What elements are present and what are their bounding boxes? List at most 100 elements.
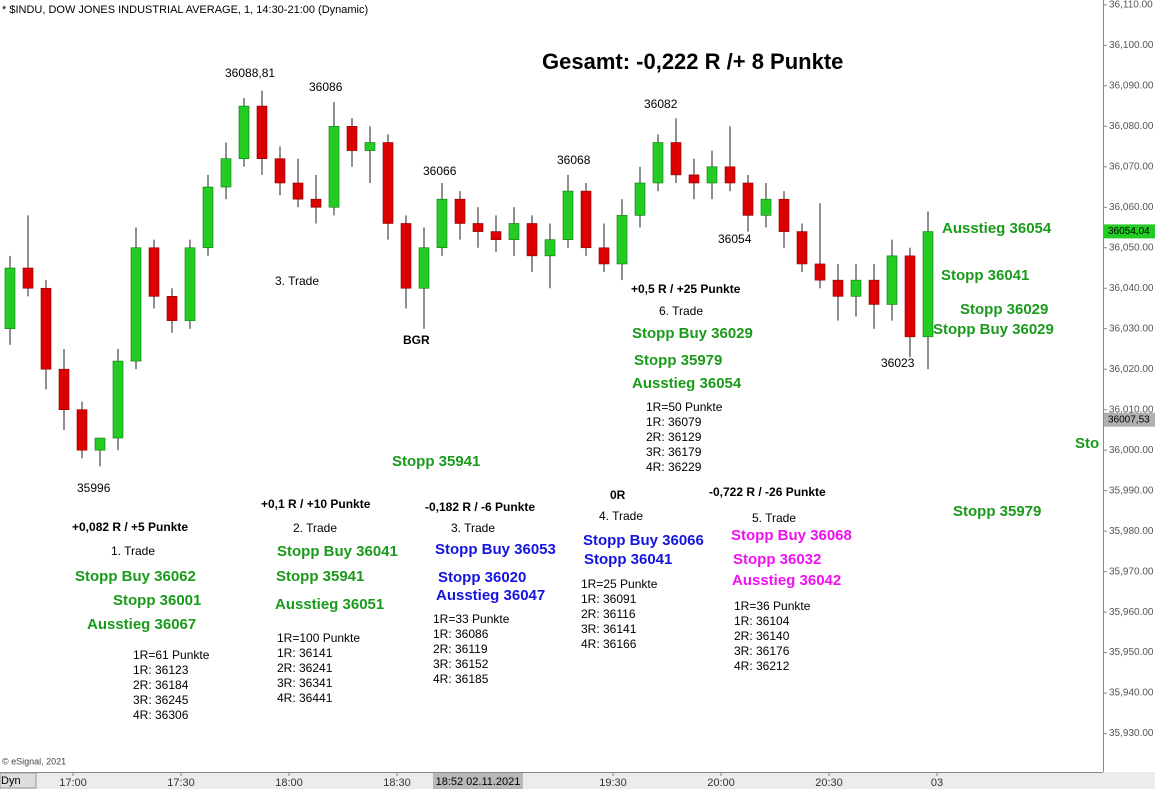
candle-body [742, 182, 754, 216]
candle-body [490, 231, 502, 240]
annotation: Stopp Buy 36066 [583, 532, 704, 549]
y-tick-label: 36,110.00 [1109, 0, 1153, 10]
y-tick-label: 35,990.00 [1109, 485, 1154, 496]
annotation: Ausstieg 36051 [275, 596, 384, 613]
annotation: 4R: 36166 [581, 637, 637, 651]
annotation: Stopp Buy 36053 [435, 541, 556, 558]
annotation: 3R: 36179 [646, 445, 702, 459]
candle-body [850, 279, 862, 297]
y-tick-label: 36,080.00 [1109, 121, 1154, 132]
candle-body [904, 255, 916, 338]
candle-body [814, 263, 826, 281]
candle-body [346, 126, 358, 151]
candle-body [688, 174, 700, 184]
time-axis [0, 772, 1155, 789]
candle-body [472, 223, 484, 232]
candle-body [184, 247, 196, 321]
annotation: 1R: 36104 [734, 614, 790, 628]
annotation: Stopp 35941 [276, 568, 364, 585]
y-tick-label: 36,020.00 [1109, 364, 1154, 375]
annotation: Stopp 36020 [438, 569, 526, 586]
candle-body [328, 126, 340, 208]
candle-body [256, 105, 268, 159]
annotation: Stopp 35941 [392, 453, 480, 470]
candle-body [706, 166, 718, 184]
annotation: Stopp Buy 36029 [933, 321, 1054, 338]
price-marker [1104, 412, 1155, 427]
candle-body [418, 247, 430, 289]
candle-body [4, 267, 16, 330]
candle-body [832, 279, 844, 297]
annotation: 36082 [644, 97, 678, 111]
y-tick-label: 36,090.00 [1109, 80, 1154, 91]
annotation: 5. Trade [752, 511, 796, 525]
candle-body [724, 166, 736, 184]
x-tick-label: 17:00 [59, 777, 87, 789]
annotation: 1R: 36086 [433, 627, 489, 641]
annotation: 1R: 36091 [581, 592, 637, 606]
annotation: Stopp 36029 [960, 301, 1048, 318]
candles [4, 90, 934, 467]
annotation: Ausstieg 36054 [632, 375, 742, 392]
annotation: 1R=33 Punkte [433, 612, 510, 626]
annotation: 4R: 36212 [734, 659, 790, 673]
candle-body [292, 182, 304, 200]
y-tick-label: 36,100.00 [1109, 40, 1154, 51]
price-marker-label: 36007,53 [1108, 414, 1150, 425]
annotation: +0,5 R / +25 Punkte [631, 282, 741, 296]
candle-body [580, 190, 592, 249]
annotation: Gesamt: -0,222 R /+ 8 Punkte [542, 49, 843, 74]
candle-body [364, 142, 376, 151]
candle-body [202, 186, 214, 249]
candle-body [868, 279, 880, 305]
annotation: 4R: 36441 [277, 691, 333, 705]
annotation: 1R=25 Punkte [581, 577, 658, 591]
candle-body [166, 296, 178, 321]
candle-body [796, 231, 808, 265]
annotation: Ausstieg 36054 [942, 220, 1052, 237]
candle-body [274, 158, 286, 184]
annotation: +0,1 R / +10 Punkte [261, 497, 371, 511]
candle-body [670, 142, 682, 176]
cursor-label: 18:52 02.11.2021 [436, 776, 521, 788]
candle-body [652, 142, 664, 184]
x-tick-label: 17:30 [167, 777, 195, 789]
annotation: 4R: 36185 [433, 672, 489, 686]
y-tick-label: 36,030.00 [1109, 323, 1154, 334]
candle-body [454, 198, 466, 224]
y-tick-label: 35,980.00 [1109, 526, 1154, 537]
annotation: 36088,81 [225, 66, 275, 80]
candle-body [382, 142, 394, 224]
candle-body [238, 105, 250, 159]
cursor-box [433, 773, 523, 789]
dyn-button-label[interactable]: Dyn [1, 775, 21, 787]
y-tick-label: 36,070.00 [1109, 161, 1154, 172]
annotation: 3R: 36341 [277, 676, 333, 690]
candle-body [544, 239, 556, 257]
annotation: 1R: 36123 [133, 663, 189, 677]
candle-body [40, 287, 52, 370]
annotation: +0,082 R / +5 Punkte [72, 520, 188, 534]
annotation: 2R: 36116 [581, 607, 636, 621]
annotation: 1R: 36079 [646, 415, 702, 429]
annotation: Stopp 35979 [634, 352, 722, 369]
y-tick-label: 36,010.00 [1109, 404, 1154, 415]
dyn-button[interactable] [0, 772, 37, 789]
candle-body [598, 247, 610, 265]
x-tick-label: 18:30 [383, 777, 411, 789]
candle-body [922, 231, 934, 338]
annotation: 3R: 36176 [734, 644, 790, 658]
annotation: 3R: 36152 [433, 657, 489, 671]
annotation: 6. Trade [659, 304, 703, 318]
annotation: Ausstieg 36047 [436, 587, 545, 604]
y-tick-label: 35,930.00 [1109, 728, 1154, 739]
annotation: 2R: 36140 [734, 629, 790, 643]
annotation: 36066 [423, 164, 457, 178]
annotation: Sto [1075, 435, 1099, 452]
candle-body [760, 198, 772, 216]
candle-body [130, 247, 142, 362]
annotation: 36054 [718, 232, 752, 246]
candle-body [76, 409, 88, 451]
